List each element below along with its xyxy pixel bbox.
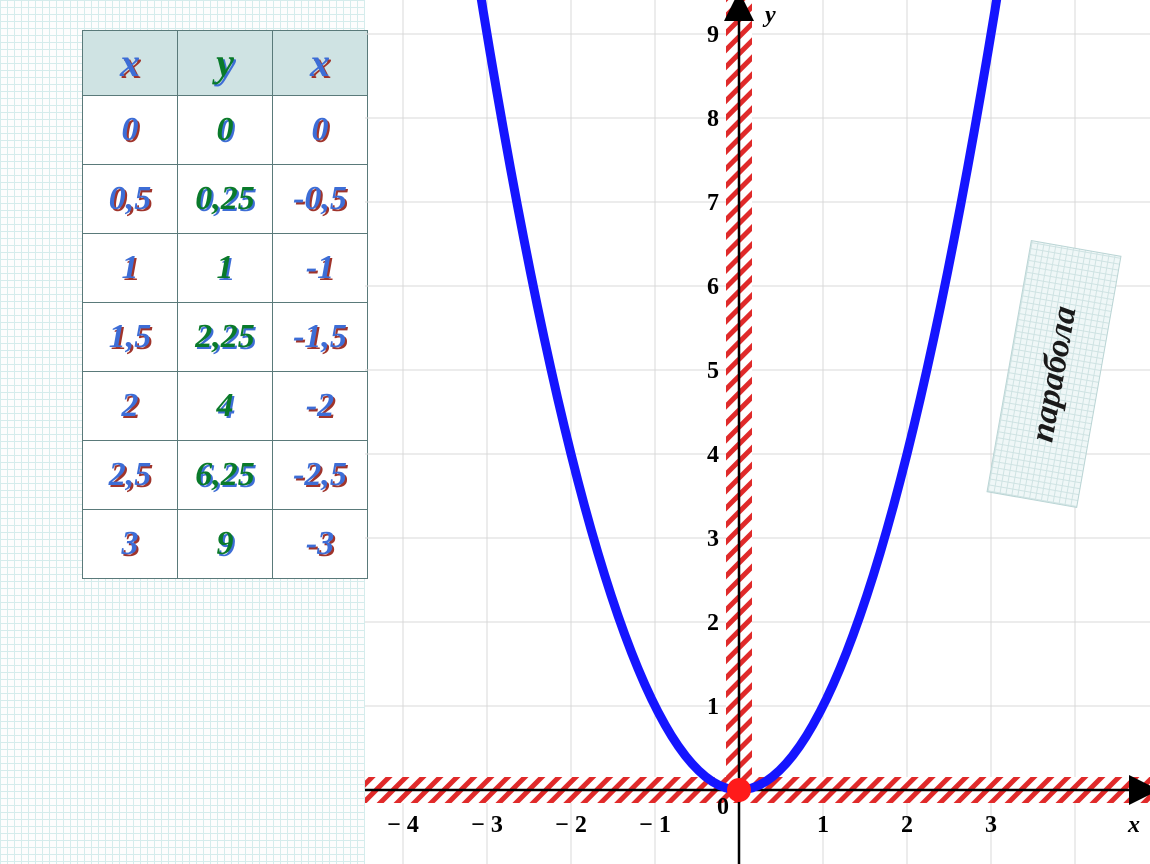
table-cell: 0	[273, 96, 368, 165]
y-tick-label: 9	[707, 22, 719, 48]
table-cell: 2	[83, 372, 178, 441]
x-tick-label: − 2	[555, 812, 587, 838]
table-row: 2,56,25-2,5	[83, 441, 368, 510]
table-cell: 2,5	[83, 441, 178, 510]
table-header-row: x y x	[83, 31, 368, 96]
values-table: x y x 0000,50,25-0,511-11,52,25-1,524-22…	[82, 30, 368, 579]
table-cell: 4	[178, 372, 273, 441]
y-tick-label: 8	[707, 106, 719, 132]
table-cell: 0	[178, 96, 273, 165]
table-cell: -3	[273, 510, 368, 579]
origin-label: 0	[717, 794, 729, 820]
page-root: x y x 0000,50,25-0,511-11,52,25-1,524-22…	[0, 0, 1150, 864]
y-tick-label: 2	[707, 610, 719, 636]
table-row: 24-2	[83, 372, 368, 441]
header-y: y	[178, 31, 273, 96]
table-row: 39-3	[83, 510, 368, 579]
table-cell: 1	[178, 234, 273, 303]
table-cell: 2,25	[178, 303, 273, 372]
y-tick-label: 7	[707, 190, 719, 216]
table-row: 11-1	[83, 234, 368, 303]
y-tick-label: 5	[707, 358, 719, 384]
x-tick-label: 3	[985, 812, 997, 838]
table-cell: 6,25	[178, 441, 273, 510]
table-cell: -0,5	[273, 165, 368, 234]
y-axis-label: y	[762, 2, 776, 28]
x-tick-label: − 4	[387, 812, 419, 838]
tick-labels-layer: 0 − 4 − 3 − 2 − 1 1 2 3 1 2 3 4 5 6 7 8 9	[387, 22, 997, 838]
header-x1: x	[83, 31, 178, 96]
table-cell: -2,5	[273, 441, 368, 510]
x-tick-label: − 1	[639, 812, 671, 838]
y-tick-label: 1	[707, 694, 719, 720]
table-cell: 0,25	[178, 165, 273, 234]
x-tick-label: 1	[817, 812, 829, 838]
table-row: 1,52,25-1,5	[83, 303, 368, 372]
table-cell: -1,5	[273, 303, 368, 372]
table-cell: 9	[178, 510, 273, 579]
y-tick-label: 4	[707, 442, 719, 468]
table-cell: 0	[83, 96, 178, 165]
table-cell: 1	[83, 234, 178, 303]
table-row: 0,50,25-0,5	[83, 165, 368, 234]
y-tick-label: 6	[707, 274, 719, 300]
vertex-point	[727, 778, 751, 802]
table-cell: 1,5	[83, 303, 178, 372]
x-tick-label: 2	[901, 812, 913, 838]
table-cell: -2	[273, 372, 368, 441]
table-cell: 0,5	[83, 165, 178, 234]
y-tick-label: 3	[707, 526, 719, 552]
table-cell: 3	[83, 510, 178, 579]
vertex-layer	[727, 778, 751, 802]
table-cell: -1	[273, 234, 368, 303]
header-x2: x	[273, 31, 368, 96]
table-row: 000	[83, 96, 368, 165]
x-axis-label: x	[1127, 812, 1140, 838]
x-tick-label: − 3	[471, 812, 503, 838]
